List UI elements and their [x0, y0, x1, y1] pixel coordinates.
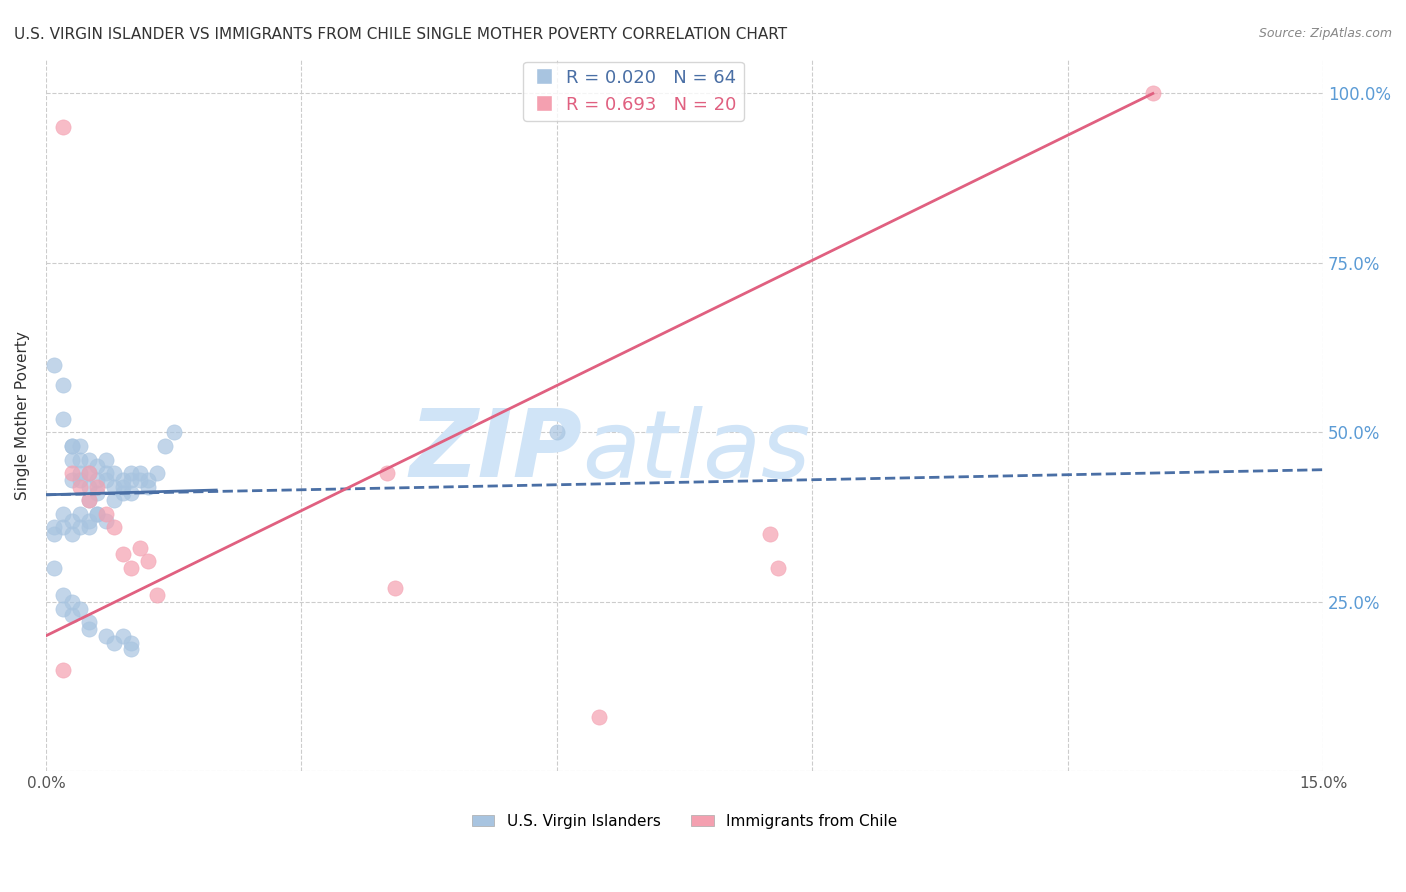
Point — [44, 358, 66, 372]
Point — [588, 710, 610, 724]
Point — [69, 439, 91, 453]
Point — [69, 520, 91, 534]
Point — [77, 615, 100, 630]
Point — [1142, 87, 1164, 101]
Point — [52, 588, 75, 602]
Point — [375, 466, 398, 480]
Point — [77, 514, 100, 528]
Point — [111, 629, 134, 643]
Point — [69, 452, 91, 467]
Point — [120, 473, 142, 487]
Point — [77, 493, 100, 508]
Point — [111, 480, 134, 494]
Point — [546, 425, 568, 440]
Point — [766, 561, 789, 575]
Point — [86, 480, 108, 494]
Point — [120, 466, 142, 480]
Point — [60, 473, 83, 487]
Point — [52, 663, 75, 677]
Point — [77, 452, 100, 467]
Point — [60, 595, 83, 609]
Point — [758, 527, 780, 541]
Point — [44, 520, 66, 534]
Point — [94, 514, 117, 528]
Point — [69, 507, 91, 521]
Point — [145, 588, 167, 602]
Point — [94, 452, 117, 467]
Point — [44, 561, 66, 575]
Point — [77, 493, 100, 508]
Point — [111, 486, 134, 500]
Point — [77, 466, 100, 480]
Point — [103, 635, 125, 649]
Text: Source: ZipAtlas.com: Source: ZipAtlas.com — [1258, 27, 1392, 40]
Point — [86, 507, 108, 521]
Point — [120, 486, 142, 500]
Point — [60, 452, 83, 467]
Point — [111, 473, 134, 487]
Point — [120, 642, 142, 657]
Point — [77, 480, 100, 494]
Point — [44, 527, 66, 541]
Text: U.S. VIRGIN ISLANDER VS IMMIGRANTS FROM CHILE SINGLE MOTHER POVERTY CORRELATION : U.S. VIRGIN ISLANDER VS IMMIGRANTS FROM … — [14, 27, 787, 42]
Point — [136, 554, 159, 568]
Point — [86, 486, 108, 500]
Point — [94, 473, 117, 487]
Point — [103, 480, 125, 494]
Point — [86, 473, 108, 487]
Point — [120, 561, 142, 575]
Point — [94, 629, 117, 643]
Point — [77, 520, 100, 534]
Point — [60, 527, 83, 541]
Point — [52, 120, 75, 135]
Point — [52, 412, 75, 426]
Point — [60, 608, 83, 623]
Point — [52, 507, 75, 521]
Point — [86, 507, 108, 521]
Point — [69, 473, 91, 487]
Point — [128, 473, 150, 487]
Point — [153, 439, 176, 453]
Point — [52, 520, 75, 534]
Point — [69, 466, 91, 480]
Point — [86, 459, 108, 474]
Point — [60, 439, 83, 453]
Point — [163, 425, 186, 440]
Point — [136, 480, 159, 494]
Point — [52, 601, 75, 615]
Point — [111, 548, 134, 562]
Text: ZIP: ZIP — [409, 405, 582, 497]
Point — [384, 582, 406, 596]
Point — [77, 622, 100, 636]
Y-axis label: Single Mother Poverty: Single Mother Poverty — [15, 331, 30, 500]
Point — [52, 378, 75, 392]
Point — [103, 466, 125, 480]
Point — [77, 466, 100, 480]
Point — [94, 466, 117, 480]
Point — [128, 466, 150, 480]
Point — [136, 473, 159, 487]
Point — [94, 507, 117, 521]
Point — [145, 466, 167, 480]
Point — [128, 541, 150, 555]
Point — [60, 439, 83, 453]
Point — [103, 520, 125, 534]
Point — [60, 514, 83, 528]
Text: atlas: atlas — [582, 406, 811, 497]
Point — [69, 601, 91, 615]
Legend: U.S. Virgin Islanders, Immigrants from Chile: U.S. Virgin Islanders, Immigrants from C… — [465, 807, 904, 835]
Point — [120, 635, 142, 649]
Point — [69, 480, 91, 494]
Point — [103, 493, 125, 508]
Point — [60, 466, 83, 480]
